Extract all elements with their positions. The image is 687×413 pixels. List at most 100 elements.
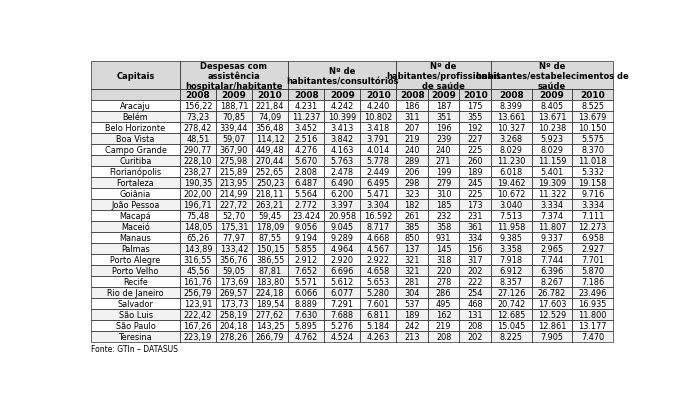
- Bar: [572, 122, 613, 133]
- Text: 6.490: 6.490: [330, 178, 354, 188]
- Text: 286: 286: [436, 288, 451, 297]
- Bar: [360, 145, 396, 155]
- Text: 6.696: 6.696: [330, 266, 354, 275]
- Text: 2.927: 2.927: [581, 244, 604, 253]
- Text: 290,77: 290,77: [183, 145, 212, 154]
- Text: 204,18: 204,18: [220, 321, 248, 330]
- Text: 3.358: 3.358: [499, 244, 523, 253]
- Text: 310: 310: [436, 189, 451, 198]
- Bar: [324, 199, 360, 210]
- Text: 10.327: 10.327: [497, 123, 526, 133]
- Text: São Paulo: São Paulo: [115, 321, 155, 330]
- Bar: [180, 320, 216, 331]
- Bar: [360, 90, 396, 100]
- Bar: [491, 155, 532, 166]
- Text: 356,48: 356,48: [256, 123, 284, 133]
- Text: 4.762: 4.762: [295, 332, 318, 341]
- Text: 12.685: 12.685: [497, 310, 526, 319]
- Text: 3.334: 3.334: [541, 200, 563, 209]
- Bar: [252, 166, 288, 177]
- Bar: [491, 232, 532, 243]
- Text: Campo Grande: Campo Grande: [104, 145, 166, 154]
- Text: 11.159: 11.159: [538, 157, 566, 165]
- Bar: [532, 232, 572, 243]
- Bar: [252, 155, 288, 166]
- Text: 173: 173: [467, 200, 483, 209]
- Text: 537: 537: [405, 299, 420, 308]
- Text: 202: 202: [467, 332, 483, 341]
- Bar: [360, 177, 396, 188]
- Bar: [460, 166, 491, 177]
- Text: 5.778: 5.778: [367, 157, 390, 165]
- Bar: [460, 112, 491, 122]
- Bar: [324, 166, 360, 177]
- Text: 207: 207: [405, 123, 420, 133]
- Bar: [360, 320, 396, 331]
- Bar: [572, 199, 613, 210]
- Bar: [428, 232, 460, 243]
- Text: 143,25: 143,25: [256, 321, 284, 330]
- Text: 5.653: 5.653: [367, 277, 390, 286]
- Bar: [491, 320, 532, 331]
- Text: 321: 321: [405, 266, 420, 275]
- Text: 10.399: 10.399: [328, 112, 357, 121]
- Bar: [180, 276, 216, 287]
- Bar: [360, 265, 396, 276]
- Bar: [180, 166, 216, 177]
- Text: 3.397: 3.397: [330, 200, 354, 209]
- Bar: [324, 254, 360, 265]
- Bar: [91, 177, 180, 188]
- Bar: [216, 145, 252, 155]
- Text: 192: 192: [467, 123, 483, 133]
- Text: 7.111: 7.111: [581, 211, 605, 220]
- Text: 4.524: 4.524: [330, 332, 354, 341]
- Bar: [428, 122, 460, 133]
- Text: 150,15: 150,15: [256, 244, 284, 253]
- Text: 5.401: 5.401: [540, 167, 563, 176]
- Text: 8.370: 8.370: [581, 145, 604, 154]
- Bar: [532, 331, 572, 342]
- Text: 3.791: 3.791: [367, 134, 390, 143]
- Text: 11.800: 11.800: [578, 310, 607, 319]
- Text: 5.612: 5.612: [330, 277, 354, 286]
- Text: 16.592: 16.592: [364, 211, 392, 220]
- Text: 263,21: 263,21: [256, 200, 284, 209]
- Bar: [91, 112, 180, 122]
- Bar: [532, 188, 572, 199]
- Bar: [180, 221, 216, 232]
- Text: 367,90: 367,90: [220, 145, 248, 154]
- Bar: [572, 331, 613, 342]
- Bar: [216, 276, 252, 287]
- Bar: [180, 90, 216, 100]
- Text: 2.912: 2.912: [295, 255, 317, 264]
- Bar: [360, 166, 396, 177]
- Text: 8.525: 8.525: [581, 102, 604, 110]
- Bar: [180, 122, 216, 133]
- Text: 8.717: 8.717: [367, 222, 390, 231]
- Bar: [532, 243, 572, 254]
- Bar: [396, 155, 428, 166]
- Text: 19.158: 19.158: [578, 178, 607, 188]
- Bar: [324, 243, 360, 254]
- Text: 2009: 2009: [330, 91, 354, 100]
- Bar: [360, 309, 396, 320]
- Bar: [91, 155, 180, 166]
- Bar: [252, 122, 288, 133]
- Bar: [252, 287, 288, 298]
- Bar: [396, 210, 428, 221]
- Text: 7.470: 7.470: [581, 332, 604, 341]
- Text: 5.471: 5.471: [367, 189, 390, 198]
- Text: 256,79: 256,79: [183, 288, 212, 297]
- Bar: [91, 276, 180, 287]
- Bar: [180, 309, 216, 320]
- Bar: [252, 309, 288, 320]
- Text: 4.014: 4.014: [367, 145, 390, 154]
- Text: 277,62: 277,62: [256, 310, 284, 319]
- Text: 850: 850: [405, 233, 420, 242]
- Bar: [396, 177, 428, 188]
- Text: 5.571: 5.571: [295, 277, 317, 286]
- Text: 2.922: 2.922: [367, 255, 390, 264]
- Bar: [532, 177, 572, 188]
- Bar: [532, 155, 572, 166]
- Bar: [252, 133, 288, 145]
